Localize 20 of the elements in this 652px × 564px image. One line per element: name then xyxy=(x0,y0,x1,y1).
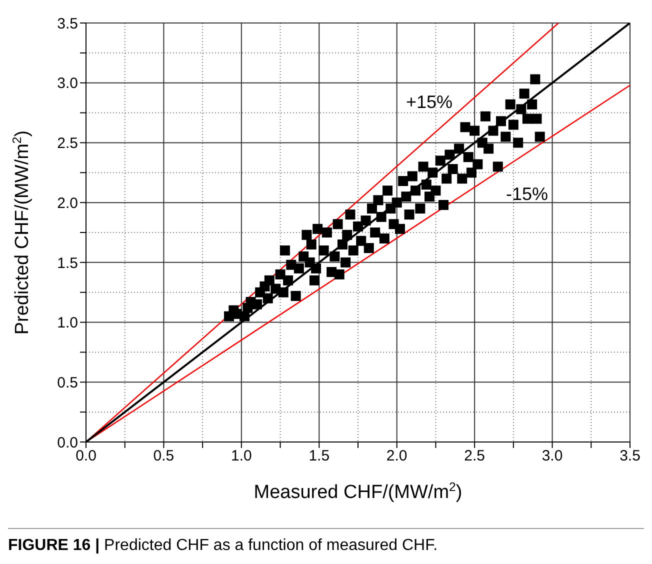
x-axis-title: Measured CHF/(MW/m$^{2}$) xyxy=(254,480,462,503)
x-tick-label: 3.0 xyxy=(542,448,563,465)
caption: FIGURE 16 | Predicted CHF as a function of measured CHF. xyxy=(8,528,644,555)
annotation: +15% xyxy=(406,92,453,113)
y-tick-label: 3.0 xyxy=(57,75,78,92)
annotation: -15% xyxy=(506,184,548,205)
x-tick-label: 1.5 xyxy=(308,448,330,465)
x-tick-label: 3.5 xyxy=(620,448,640,465)
y-tick-label: 3.5 xyxy=(57,15,78,32)
y-tick-label: 0.0 xyxy=(57,434,78,452)
x-tick-label: 2.0 xyxy=(386,448,408,465)
y-tick-label: 1.5 xyxy=(57,254,78,272)
y-tick-label: 2.5 xyxy=(57,135,78,152)
x-tick-label: 0.5 xyxy=(153,448,174,465)
x-tick-label: 1.0 xyxy=(231,448,252,465)
y-tick-label: 1.0 xyxy=(57,314,78,332)
x-tick-label: 0.0 xyxy=(76,448,96,465)
y-tick-label: 0.5 xyxy=(57,374,78,392)
y-tick-label: 2.0 xyxy=(57,194,78,212)
x-tick-label: 2.5 xyxy=(464,448,485,465)
